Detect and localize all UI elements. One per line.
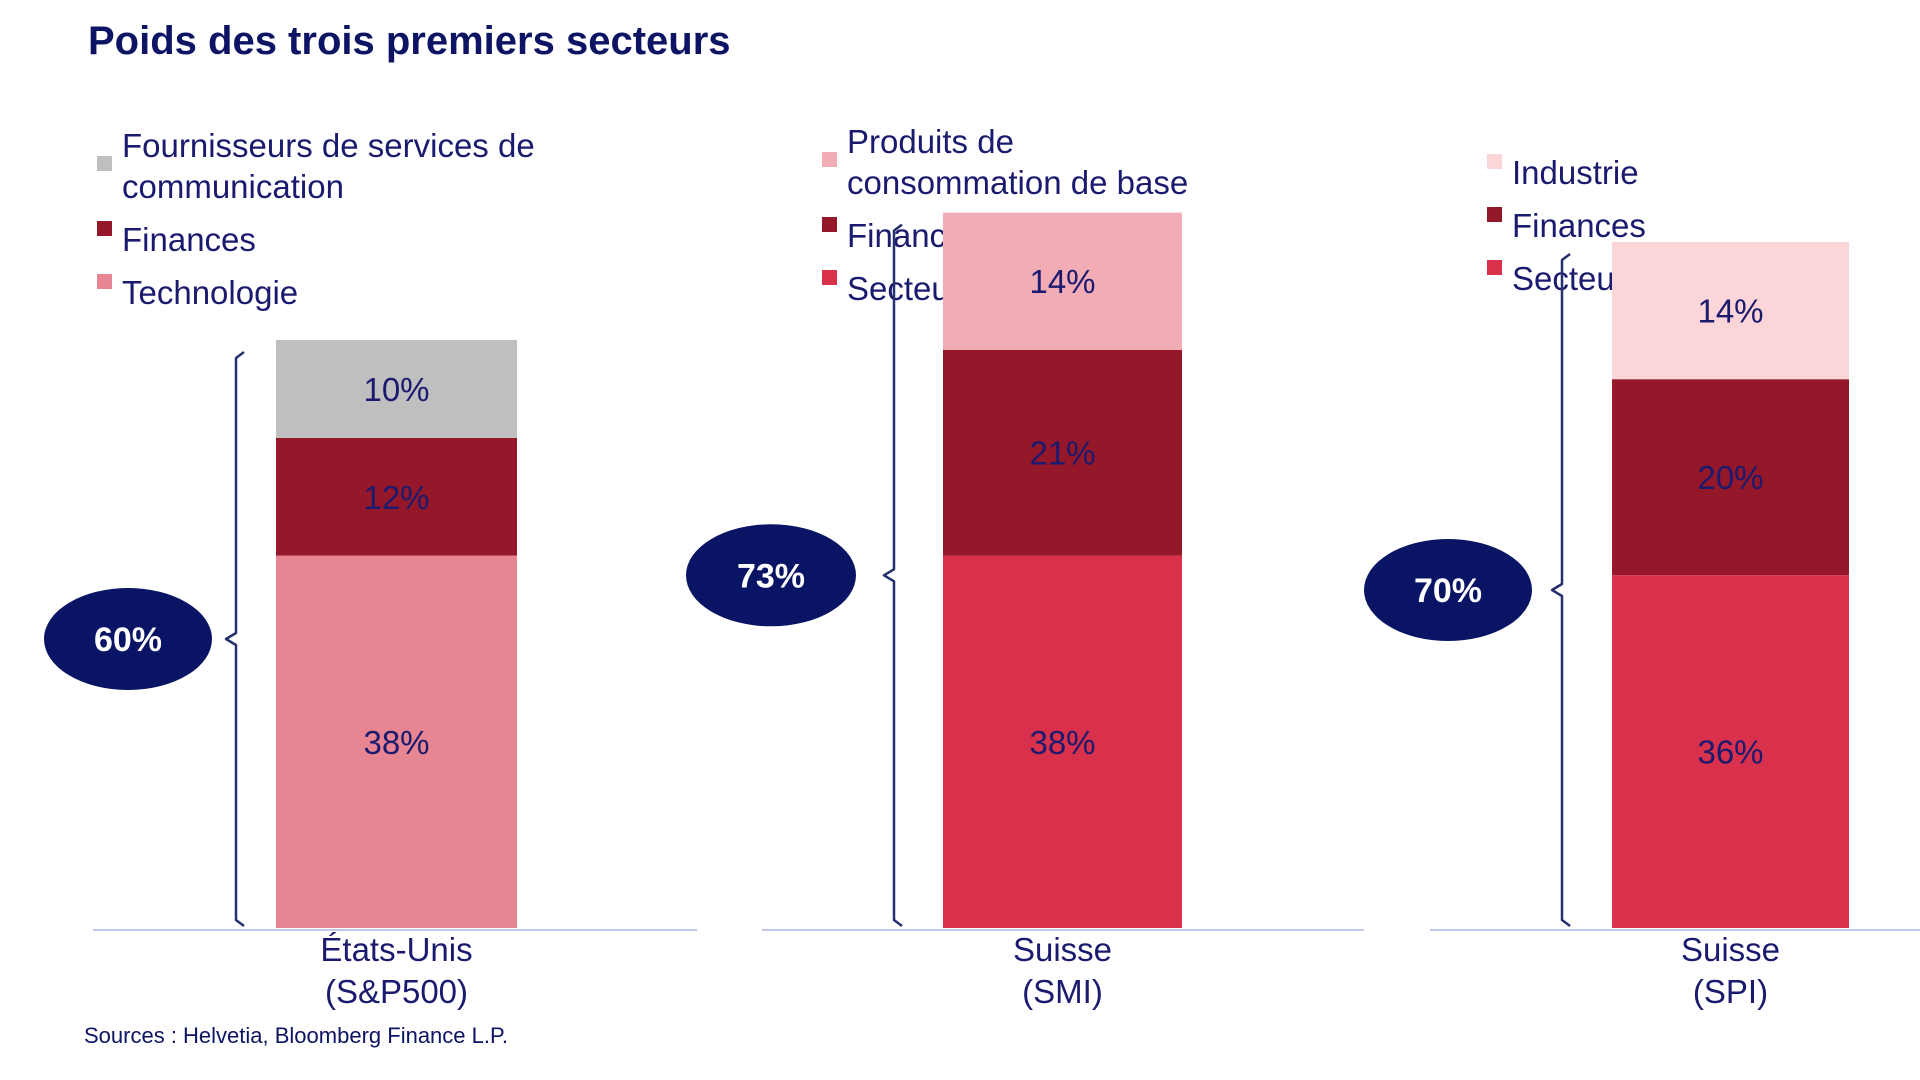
category-label: Suisse <box>1681 931 1780 968</box>
legend-label: consommation de base <box>847 164 1188 201</box>
total-brace <box>224 351 245 927</box>
panel-1: Fournisseurs de services de communication… <box>44 127 697 1010</box>
bar-segment <box>943 555 1182 928</box>
chart-title: Poids des trois premiers secteurs <box>88 19 731 63</box>
legend-swatch <box>1487 207 1502 222</box>
bar-segment <box>276 555 517 928</box>
total-bubble <box>44 588 212 690</box>
legend-swatch <box>1487 154 1502 169</box>
legend-item: Fournisseurs de services de communication <box>97 127 535 205</box>
segment-label: 36% <box>1697 734 1763 771</box>
chart-source: Sources : Helvetia, Bloomberg Finance L.… <box>84 1023 508 1048</box>
total-brace <box>882 223 903 927</box>
total-label: 73% <box>737 557 805 595</box>
legend-label: Finances <box>1512 207 1646 244</box>
segment-label: 12% <box>363 479 429 516</box>
segment-label: 10% <box>363 371 429 408</box>
legend-label: communication <box>122 168 344 205</box>
legend-label: Produits de <box>847 123 1014 160</box>
legend-swatch <box>1487 260 1502 275</box>
bar-segment <box>276 438 517 556</box>
legend-swatch <box>97 274 112 289</box>
legend-item: Finances <box>1487 207 1646 244</box>
bar-segment <box>1612 242 1849 380</box>
legend-swatch <box>97 221 112 236</box>
total-label: 70% <box>1414 572 1482 610</box>
category-label: Suisse <box>1013 931 1112 968</box>
legend-swatch <box>822 217 837 232</box>
total-bubble <box>686 524 856 627</box>
legend-label: Fournisseurs de services de <box>122 127 535 164</box>
legend-item: Finances <box>97 221 256 258</box>
legend-item: Produits de consommation de base <box>822 123 1188 201</box>
legend-label: Industrie <box>1512 154 1639 191</box>
segment-label: 38% <box>363 724 429 761</box>
total-label: 60% <box>94 621 162 659</box>
bar-segment <box>943 212 1182 350</box>
bar-segment <box>276 340 517 438</box>
category-sublabel: (SPI) <box>1693 973 1768 1010</box>
segment-label: 20% <box>1697 459 1763 496</box>
legend-label: Finances <box>122 221 256 258</box>
total-bubble <box>1364 539 1532 641</box>
category-sublabel: (SMI) <box>1022 973 1103 1010</box>
category-sublabel: (S&P500) <box>325 973 468 1010</box>
legend-swatch <box>822 152 837 167</box>
segment-label: 21% <box>1029 435 1095 472</box>
legend-item: Industrie <box>1487 154 1639 191</box>
legend-item: Technologie <box>97 274 298 311</box>
chart-panels: Fournisseurs de services de communication… <box>44 123 1920 1010</box>
legend-swatch <box>822 270 837 285</box>
category-label: États-Unis <box>320 931 472 968</box>
segment-label: 38% <box>1029 724 1095 761</box>
bar-segment <box>1612 379 1849 576</box>
segment-label: 14% <box>1029 263 1095 300</box>
bar-segment <box>943 349 1182 556</box>
total-brace <box>1550 253 1571 927</box>
legend-label: Technologie <box>122 274 298 311</box>
legend-swatch <box>97 156 112 171</box>
bar-segment <box>1612 575 1849 928</box>
segment-label: 14% <box>1697 293 1763 330</box>
